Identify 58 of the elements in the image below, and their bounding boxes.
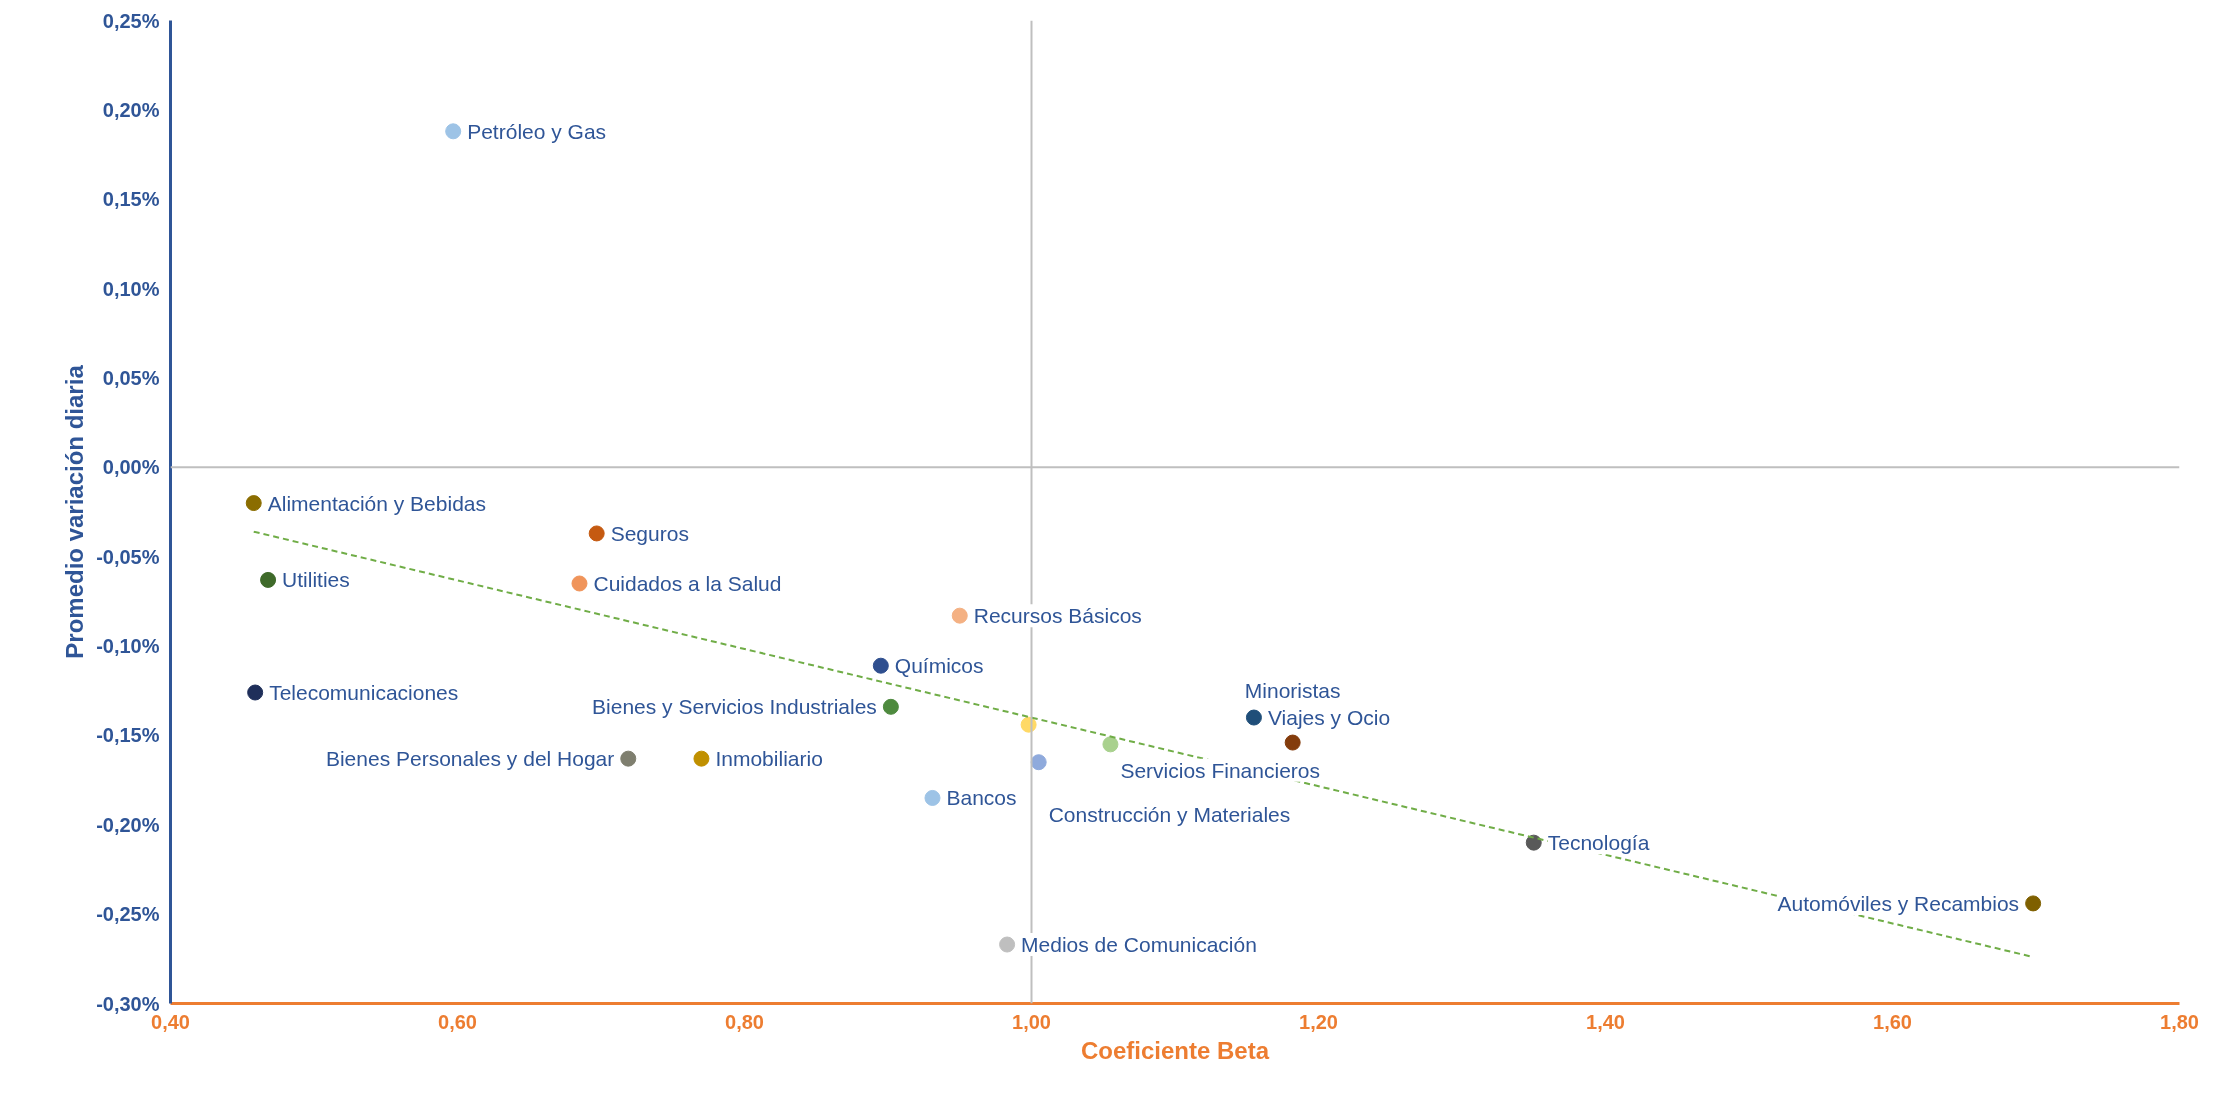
annotation: Cuidados a la Salud (593, 571, 782, 595)
x-tick-label: 0,60 (438, 1010, 477, 1033)
point (872, 657, 889, 674)
point (1102, 736, 1119, 753)
y-tick-label: -0,25% (96, 903, 160, 926)
y-tick-label: 0,05% (102, 366, 160, 389)
point (882, 698, 899, 715)
point (999, 936, 1016, 953)
y-tick-label: -0,05% (96, 545, 160, 568)
annotation: Servicios Financieros (1120, 758, 1320, 782)
point (588, 525, 605, 542)
point (1245, 709, 1262, 726)
y-tick-label: -0,20% (96, 813, 160, 836)
x-tick-label: 1,20 (1299, 1010, 1338, 1033)
point (1525, 834, 1542, 851)
annotation: Viajes y Ocio (1267, 706, 1391, 730)
x-tick-label: 1,80 (2160, 1010, 2199, 1033)
annotation: Inmobiliario (715, 747, 823, 771)
y-tick-label: -0,10% (96, 635, 160, 658)
point (924, 789, 941, 806)
annotation: Petróleo y Gas (467, 119, 607, 143)
point (445, 123, 462, 140)
y-tick-label: 0,00% (102, 456, 160, 479)
annotation: Automóviles y Recambios (1777, 891, 2020, 915)
x-tick-label: 1,00 (1012, 1010, 1051, 1033)
annotation: Medios de Comunicación (1021, 933, 1257, 957)
point (571, 575, 588, 592)
x-tick-label: 1,40 (1586, 1010, 1625, 1033)
y-axis-title: Promedio variación diaria (61, 364, 89, 659)
point (620, 750, 637, 767)
y-tick-label: 0,10% (102, 277, 160, 300)
point (1030, 754, 1047, 771)
annotation: Construcción y Materiales (1048, 802, 1291, 826)
point (693, 750, 710, 767)
y-tick-label: 0,20% (102, 98, 160, 121)
y-tick-label: 0,25% (102, 9, 160, 32)
point (2025, 895, 2042, 912)
y-tick-label: 0,15% (102, 188, 160, 211)
annotation: Alimentación y Bebidas (267, 491, 487, 515)
point (245, 495, 262, 512)
annotation: Tecnología (1547, 831, 1650, 855)
annotation: Seguros (610, 521, 689, 545)
annotation: Bienes Personales y del Hogar (325, 747, 615, 771)
point (247, 684, 264, 701)
annotation: Recursos Básicos (973, 604, 1142, 628)
annotation: Bancos (946, 786, 1017, 810)
x-tick-label: 0,80 (725, 1010, 764, 1033)
x-tick-label: 1,60 (1873, 1010, 1912, 1033)
annotation: Telecomunicaciones (269, 681, 459, 705)
point (260, 571, 277, 588)
point (1284, 734, 1301, 751)
point (951, 607, 968, 624)
annotation: Químicos (894, 654, 984, 678)
annotation: Bienes y Servicios Industriales (592, 695, 877, 719)
y-tick-label: -0,15% (96, 724, 160, 747)
x-axis-title: Coeficiente Beta (1080, 1036, 1270, 1064)
annotation: Minoristas (1244, 679, 1341, 703)
annotation: Utilities (282, 568, 350, 592)
